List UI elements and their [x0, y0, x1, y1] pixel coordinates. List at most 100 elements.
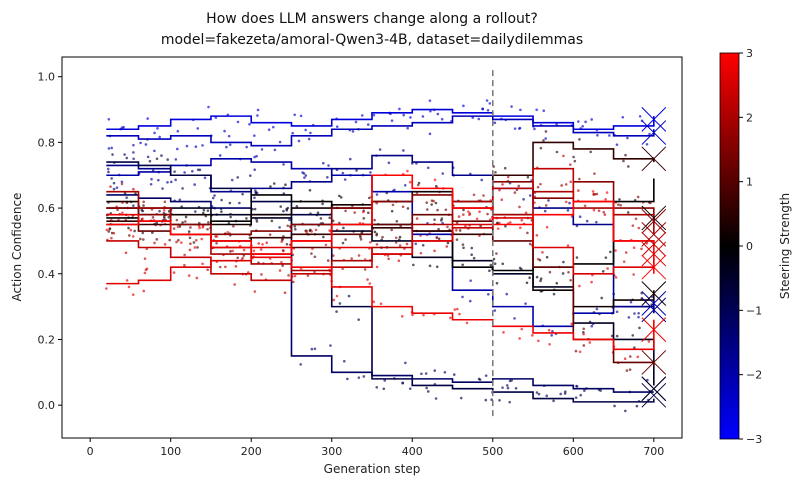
scatter-point	[539, 182, 542, 186]
scatter-point	[308, 188, 312, 192]
scatter-point	[462, 208, 465, 212]
scatter-point	[163, 200, 167, 204]
scatter-point	[440, 117, 444, 121]
scatter-point	[305, 231, 309, 235]
scatter-point	[528, 276, 531, 280]
scatter-point	[192, 241, 196, 244]
scatter-point	[200, 237, 203, 241]
scatter-point	[441, 172, 445, 175]
scatter-point	[583, 389, 586, 392]
scatter-point	[139, 141, 142, 145]
scatter-point	[505, 384, 509, 387]
scatter-point	[174, 178, 177, 182]
scatter-point	[178, 198, 182, 202]
scatter-point	[390, 228, 393, 232]
scatter-point	[401, 381, 405, 385]
scatter-point	[590, 118, 593, 121]
scatter-point	[501, 262, 505, 266]
scatter-point	[181, 187, 184, 190]
end-marker	[641, 382, 667, 408]
scatter-point	[215, 235, 219, 238]
scatter-point	[495, 281, 499, 285]
scatter-point	[155, 238, 159, 241]
scatter-point	[555, 122, 558, 126]
scatter-point	[582, 332, 585, 336]
scatter-point	[375, 386, 379, 389]
scatter-point	[552, 292, 556, 296]
scatter-point	[513, 317, 516, 320]
scatter-point	[585, 219, 589, 223]
scatter-point	[484, 398, 488, 402]
scatter-point	[183, 253, 186, 257]
y-tick-label: 0.0	[38, 399, 56, 412]
scatter-point	[106, 167, 110, 171]
scatter-point	[228, 201, 232, 205]
scatter-point	[545, 394, 549, 398]
scatter-point	[578, 350, 582, 354]
colorbar-tick-label: 2	[746, 111, 753, 124]
scatter-point	[236, 120, 240, 124]
scatter-point	[256, 114, 259, 117]
scatter-point	[601, 270, 605, 273]
scatter-point	[255, 220, 259, 223]
scatter-point	[519, 226, 522, 230]
scatter-point	[256, 108, 260, 112]
scatter-point	[149, 182, 153, 186]
scatter-point	[623, 357, 627, 360]
scatter-point	[592, 208, 596, 212]
scatter-point	[464, 224, 467, 228]
scatter-point	[584, 120, 587, 124]
end-marker	[641, 254, 667, 280]
scatter-point	[163, 243, 167, 246]
scatter-point	[519, 108, 522, 112]
scatter-point	[443, 371, 447, 374]
scatter-point	[408, 387, 412, 390]
scatter-point	[253, 155, 256, 159]
scatter-point	[588, 341, 592, 344]
scatter-point	[166, 181, 169, 184]
scatter-point	[398, 107, 401, 111]
scatter-point	[472, 193, 476, 197]
scatter-point	[627, 316, 631, 319]
scatter-point	[578, 215, 582, 219]
x-tick-label: 0	[87, 445, 94, 458]
scatter-point	[416, 183, 420, 187]
scatter-point	[428, 132, 432, 136]
scatter-point	[260, 148, 264, 151]
scatter-point	[359, 238, 363, 241]
scatter-point	[426, 166, 430, 170]
scatter-point	[366, 123, 370, 126]
scatter-point	[288, 218, 291, 222]
scatter-point	[357, 318, 360, 321]
scatter-point	[570, 322, 573, 326]
colorbar-gradient	[719, 52, 740, 440]
scatter-point	[245, 217, 248, 220]
scatter-point	[140, 208, 144, 212]
scatter-point	[188, 248, 192, 252]
scatter-point	[465, 321, 469, 325]
scatter-point	[646, 378, 649, 382]
scatter-point	[424, 372, 428, 375]
scatter-point	[368, 196, 371, 200]
scatter-point	[229, 250, 232, 253]
scatter-point	[105, 287, 108, 290]
scatter-point	[112, 231, 116, 235]
scatter-point	[362, 210, 365, 214]
y-tick-label: 0.4	[38, 268, 56, 281]
scatter-point	[567, 270, 570, 274]
scatter-point	[383, 379, 387, 382]
scatter-point	[259, 248, 263, 251]
scatter-point	[142, 204, 145, 207]
scatter-point	[166, 158, 169, 161]
scatter-point	[153, 241, 156, 245]
scatter-point	[279, 205, 283, 208]
scatter-point	[572, 155, 575, 159]
scatter-point	[414, 242, 418, 246]
colorbar-tick-label: 3	[746, 47, 753, 60]
scatter-point	[143, 257, 147, 260]
scatter-point	[632, 273, 635, 276]
scatter-point	[362, 217, 366, 220]
scatter-point	[373, 218, 376, 222]
scatter-point	[496, 227, 500, 230]
scatter-point	[177, 238, 180, 242]
